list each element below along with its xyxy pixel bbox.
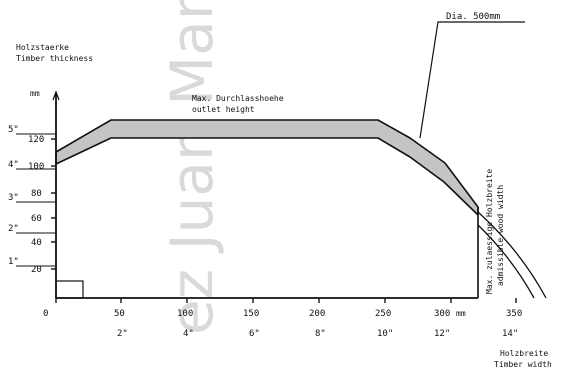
max-width-label-en: admissible wood width bbox=[496, 185, 505, 286]
x-tick-100: 100 bbox=[177, 309, 193, 319]
diameter-label: Dia. 500mm bbox=[446, 12, 500, 22]
x-tick-350: 350 bbox=[506, 309, 522, 319]
y-axis-unit: mm bbox=[30, 89, 40, 98]
y-axis-title-de: Holzstaerke bbox=[16, 43, 69, 52]
max-width-arc-outer bbox=[477, 211, 547, 299]
y-axis-arrow bbox=[52, 90, 60, 101]
max-outlet-label-de: Max. Durchlasshoehe bbox=[192, 94, 284, 103]
max-outlet-label-en: outlet height bbox=[192, 105, 255, 114]
y-tick-40: 40 bbox=[31, 238, 42, 248]
x-tick-150: 150 bbox=[243, 309, 259, 319]
diameter-leader bbox=[419, 21, 525, 139]
x-inch-8: 8" bbox=[315, 329, 326, 339]
y-tick-100: 100 bbox=[28, 162, 44, 172]
min-size-box bbox=[55, 280, 84, 299]
x-axis-title-en: Timber width bbox=[494, 360, 552, 369]
y-tick-80: 80 bbox=[31, 189, 42, 199]
watermark-text: ez Juan Man bbox=[158, 0, 226, 335]
x-inch-4: 4" bbox=[183, 329, 194, 339]
y-inch-2: 2" bbox=[8, 224, 19, 234]
x-axis-unit: mm bbox=[456, 309, 466, 318]
x-inch-12: 12" bbox=[434, 329, 450, 339]
x-inch-14: 14" bbox=[502, 329, 518, 339]
y-inch-3: 3" bbox=[8, 193, 19, 203]
max-width-label-de: Max. zulaessige Holzbreite bbox=[485, 169, 494, 294]
x-tick-50: 50 bbox=[114, 309, 125, 319]
y-tick-20: 20 bbox=[31, 265, 42, 275]
y-inch-leaders bbox=[16, 133, 56, 267]
x-inch-10: 10" bbox=[377, 329, 393, 339]
y-tick-120: 120 bbox=[28, 135, 44, 145]
y-tick-60: 60 bbox=[31, 214, 42, 224]
capacity-band bbox=[55, 119, 479, 216]
max-width-arc-inner bbox=[477, 224, 535, 299]
x-tick-250: 250 bbox=[375, 309, 391, 319]
x-tick-200: 200 bbox=[309, 309, 325, 319]
y-mm-tick-marks bbox=[51, 138, 56, 270]
x-inch-2: 2" bbox=[117, 329, 128, 339]
x-tick-0: 0 bbox=[43, 309, 48, 319]
y-inch-1: 1" bbox=[8, 257, 19, 267]
x-inch-6: 6" bbox=[249, 329, 260, 339]
y-inch-4: 4" bbox=[8, 160, 19, 170]
x-axis-title-de: Holzbreite bbox=[500, 349, 548, 358]
x-tick-300: 300 bbox=[434, 309, 450, 319]
y-inch-5: 5" bbox=[8, 125, 19, 135]
x-tick-marks bbox=[55, 298, 517, 303]
y-axis-title-en: Timber thickness bbox=[16, 54, 93, 63]
